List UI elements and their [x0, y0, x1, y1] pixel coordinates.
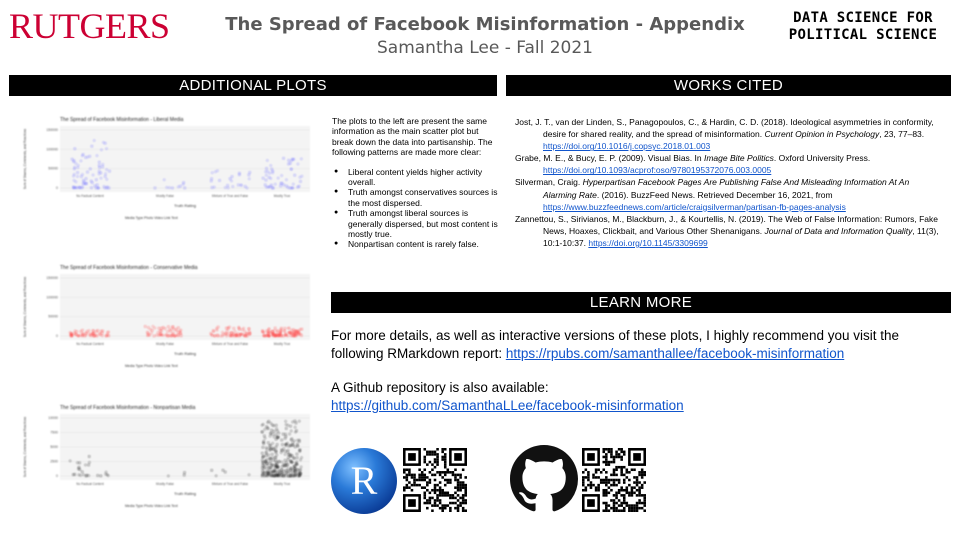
reference-text: Grabe, M. E., & Bucy, E. P. (2009). Visu… — [515, 153, 704, 164]
reference-detail: , 23, 77–83. — [879, 129, 925, 140]
svg-text:0: 0 — [56, 334, 58, 338]
page-title: The Spread of Facebook Misinformation - … — [225, 14, 745, 35]
reference-source: Current Opinion in Psychology — [764, 129, 880, 140]
reference-link[interactable]: https://www.buzzfeednews.com/article/cra… — [543, 201, 846, 212]
description-bullet: Nonpartisan content is rarely false. — [332, 239, 502, 250]
svg-text:Media Type Photo Video: Media Type Photo Video Link Text — [125, 216, 178, 220]
nonpartisan-media-plot: The Spread of Facebook Misinformation - … — [20, 400, 320, 510]
svg-text:2500: 2500 — [50, 460, 58, 464]
svg-text:No Factual Content: No Factual Content — [76, 342, 104, 346]
reference-link[interactable]: https://doi.org/10.1016/j.copsyc.2018.01… — [543, 141, 711, 152]
dsps-line-1: Data Science for — [793, 10, 933, 26]
reference-item: Grabe, M. E., & Bucy, E. P. (2009). Visu… — [515, 152, 940, 176]
works-cited-list: Jost, J. T., van der Linden, S., Panagop… — [515, 116, 940, 249]
page-subtitle: Samantha Lee - Fall 2021 — [376, 38, 593, 58]
qr-code-icon[interactable] — [403, 448, 467, 512]
plots-description: The plots to the left are present the sa… — [332, 116, 502, 250]
reference-item: Zannettou, S., Sirivianos, M., Blackburn… — [515, 213, 940, 249]
reference-detail: . (2016). BuzzFeed News. Retrieved Decem… — [596, 189, 833, 200]
works-cited-header: WORKS CITED — [506, 75, 951, 96]
reference-text: Zannettou, S., Sirivianos, M., Blackburn… — [515, 213, 938, 236]
svg-text:150000: 150000 — [46, 276, 58, 280]
dsps-line-2: Political Science — [788, 27, 938, 43]
svg-text:Mixture of True and False: Mixture of True and False — [212, 194, 248, 198]
learn-more-header: LEARN MORE — [331, 292, 951, 313]
dsps-logo: Data Science for Political Science — [772, 10, 954, 44]
learn-more-paragraph: For more details, as well as interactive… — [331, 327, 951, 362]
reference-detail: . Oxford University Press. — [773, 153, 871, 164]
svg-text:100000: 100000 — [46, 147, 58, 151]
svg-text:0: 0 — [56, 186, 58, 190]
reference-source: Image Bite Politics — [703, 153, 774, 164]
plot-title: The Spread of Facebook Misinformation - … — [60, 265, 198, 271]
svg-text:150000: 150000 — [46, 128, 58, 132]
conservative-media-plot: The Spread of Facebook Misinformation - … — [20, 260, 320, 370]
rutgers-logo: RUTGERS — [9, 6, 170, 46]
svg-text:0: 0 — [56, 474, 58, 478]
reference-link[interactable]: https://doi.org/10.1093/acprof:oso/97801… — [543, 165, 772, 176]
description-intro: The plots to the left are present the sa… — [332, 116, 493, 158]
rpubs-link[interactable]: https://rpubs.com/samanthallee/facebook-… — [505, 345, 845, 361]
qr-code-icon[interactable] — [582, 448, 646, 512]
svg-text:Mostly True: Mostly True — [274, 482, 291, 486]
svg-text:Mixture of True and False: Mixture of True and False — [212, 482, 248, 486]
svg-text:Truth Rating: Truth Rating — [174, 491, 196, 496]
reference-text: Silverman, Craig. — [515, 177, 583, 188]
description-bullets: Liberal content yields higher activity o… — [332, 167, 502, 251]
svg-text:7500: 7500 — [50, 431, 58, 435]
description-bullet: Truth amongst liberal sources is general… — [332, 208, 502, 239]
svg-text:Mostly True: Mostly True — [274, 342, 291, 346]
reference-source: Journal of Data and Information Quality — [764, 225, 913, 236]
svg-text:Sum of Shares, Comments, and R: Sum of Shares, Comments, and Reactions — [23, 276, 27, 337]
svg-text:Mostly False: Mostly False — [156, 194, 174, 198]
github-logo-icon — [510, 445, 578, 512]
plot-title: The Spread of Facebook Misinformation - … — [60, 117, 184, 123]
svg-text:Truth Rating: Truth Rating — [174, 203, 196, 208]
reference-text: Jost, J. T., van der Linden, S., Panagop… — [515, 117, 934, 140]
reference-detail: , 11(3), 10:1-10:37. — [543, 225, 939, 248]
svg-text:Truth Rating: Truth Rating — [174, 351, 196, 356]
learn-more-text: For more details, as well as interactive… — [331, 328, 899, 361]
learn-more-content: For more details, as well as interactive… — [331, 327, 951, 414]
svg-text:Mixture of True and False: Mixture of True and False — [212, 342, 248, 346]
reference-item: Silverman, Craig. Hyperpartisan Facebook… — [515, 176, 940, 212]
reference-link[interactable]: https://doi.org/10.1145/3309699 — [588, 237, 708, 248]
r-logo-icon: R — [331, 448, 397, 514]
svg-text:5000: 5000 — [50, 445, 58, 449]
svg-text:No Factual Content: No Factual Content — [76, 194, 104, 198]
svg-text:100000: 100000 — [46, 295, 58, 299]
svg-text:Mostly True: Mostly True — [274, 194, 291, 198]
github-text: A Github repository is also available: — [331, 380, 549, 396]
svg-text:50000: 50000 — [48, 167, 58, 171]
svg-text:Media Type Photo Video: Media Type Photo Video Link Text — [125, 504, 178, 508]
reference-source: Hyperpartisan Facebook Pages Are Publish… — [543, 177, 910, 200]
svg-text:Sum of Shares, Comments, and R: Sum of Shares, Comments, and Reactions — [23, 128, 27, 189]
svg-text:Mostly False: Mostly False — [156, 342, 174, 346]
svg-text:Sum of Shares, Comments, and R: Sum of Shares, Comments, and Reactions — [23, 416, 27, 477]
svg-text:No Factual Content: No Factual Content — [76, 482, 104, 486]
liberal-media-plot: The Spread of Facebook Misinformation - … — [20, 112, 320, 222]
svg-text:50000: 50000 — [48, 315, 58, 319]
plot-title: The Spread of Facebook Misinformation - … — [60, 405, 196, 411]
svg-text:Media Type Photo Video: Media Type Photo Video Link Text — [125, 364, 178, 368]
additional-plots-header: ADDITIONAL PLOTS — [9, 75, 497, 96]
github-paragraph: A Github repository is also available: ht… — [331, 379, 951, 414]
description-bullet: Liberal content yields higher activity o… — [332, 167, 502, 188]
github-link[interactable]: https://github.com/SamanthaLLee/facebook… — [331, 397, 684, 413]
reference-item: Jost, J. T., van der Linden, S., Panagop… — [515, 116, 940, 152]
svg-text:10000: 10000 — [48, 416, 58, 420]
svg-text:Mostly False: Mostly False — [156, 482, 174, 486]
description-bullet: Truth amongst conservatives sources is t… — [332, 187, 502, 208]
